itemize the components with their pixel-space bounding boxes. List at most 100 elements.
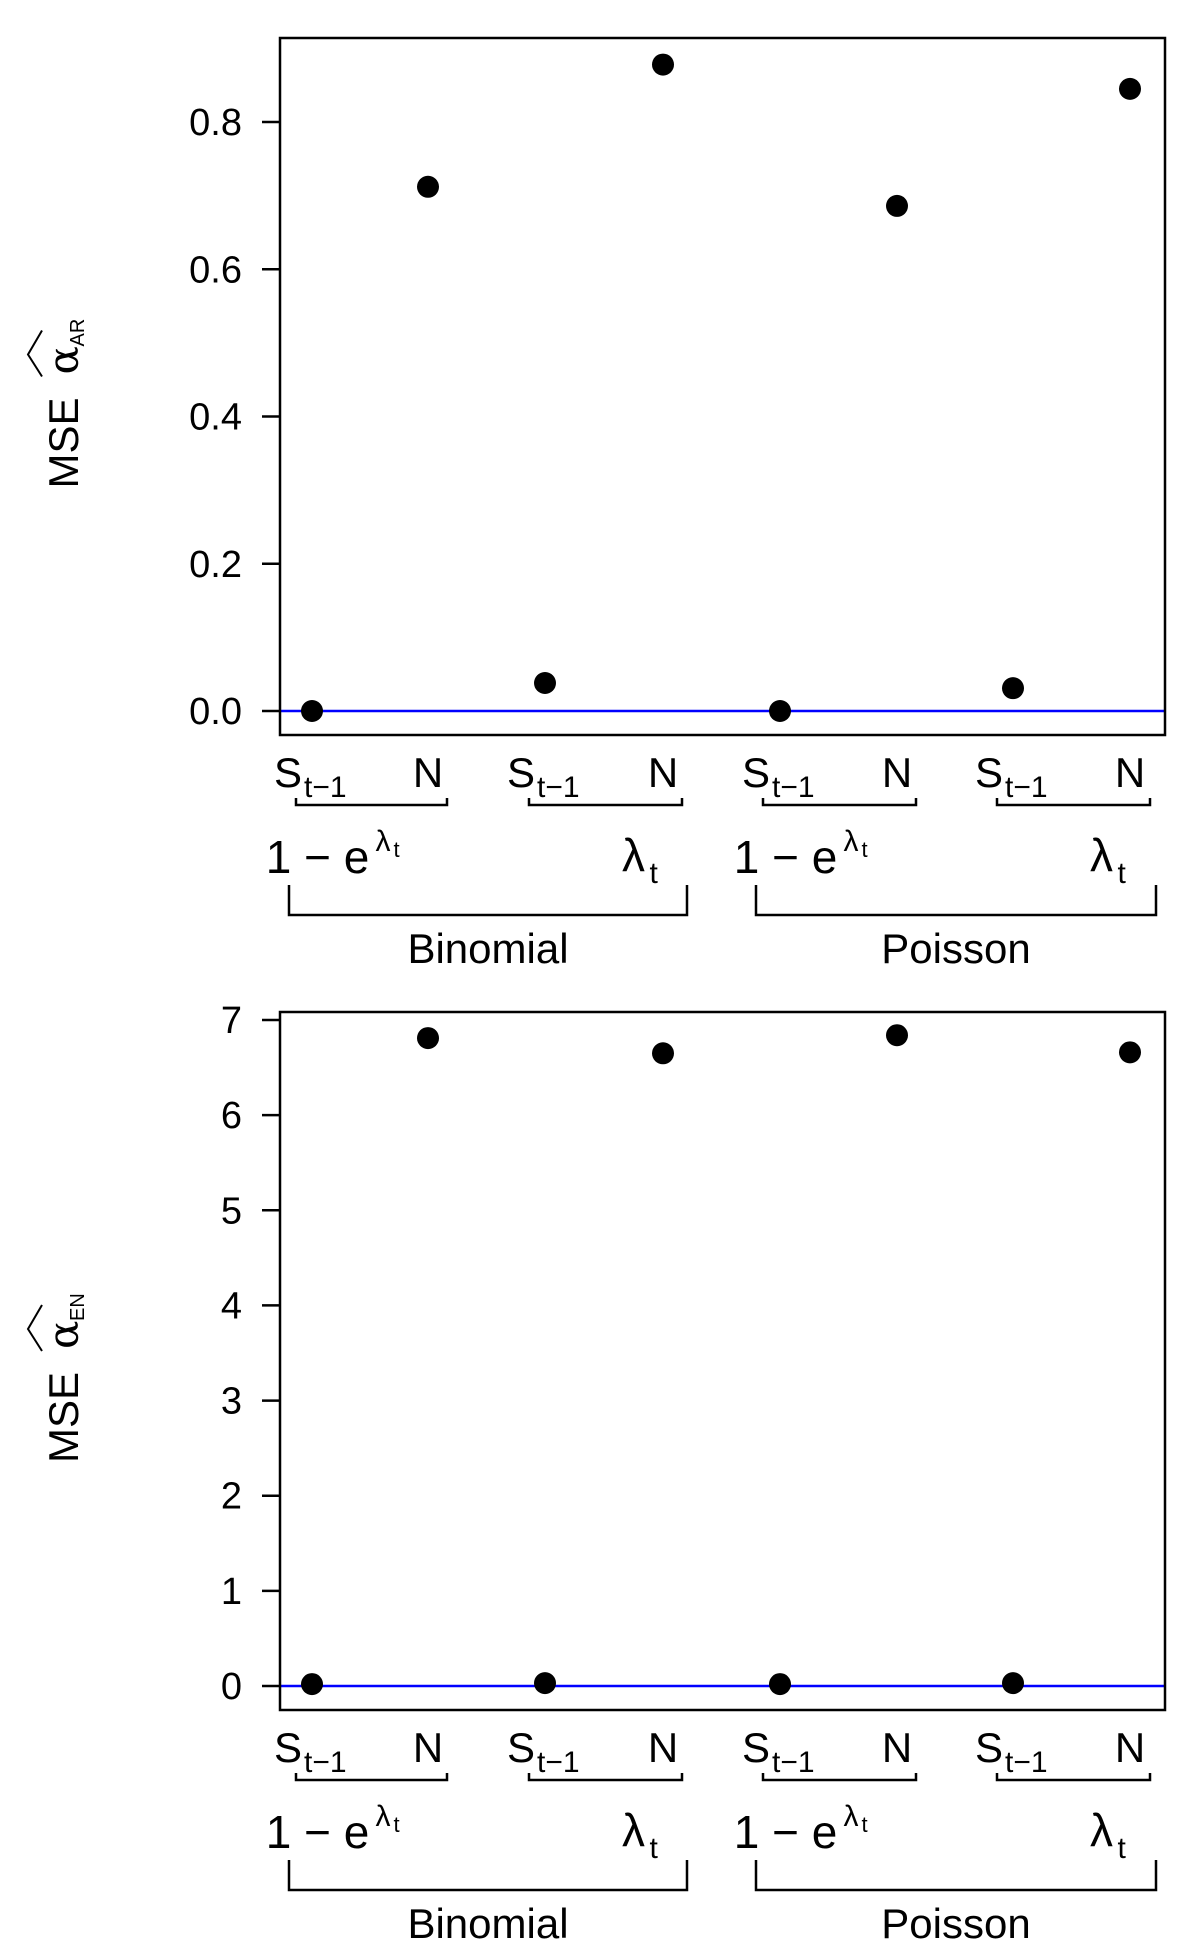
y-axis-label-subscript: AR <box>67 319 89 347</box>
x-category-label: S <box>975 1724 1003 1771</box>
data-point <box>1002 1672 1024 1695</box>
data-point <box>301 700 323 722</box>
group-label: 1 − e <box>734 831 838 883</box>
group-label: λ <box>1090 829 1113 881</box>
group-label-superscript: λ <box>844 825 859 858</box>
group-label: λ <box>622 1804 645 1856</box>
group-bracket <box>761 798 918 807</box>
y-tick-label: 0.2 <box>189 544 242 586</box>
y-axis-label: MSE αAR <box>26 319 89 489</box>
group-bracket <box>527 798 684 807</box>
data-point <box>534 1672 556 1695</box>
group-bracket <box>294 798 449 807</box>
y-tick-label: 1 <box>221 1571 242 1613</box>
y-tick-label: 3 <box>221 1381 242 1423</box>
plot-frame <box>278 36 1167 737</box>
x-category-subscript: t−1 <box>304 771 347 804</box>
x-category-label: N <box>648 1724 678 1771</box>
group-label: λ <box>1090 1804 1113 1856</box>
hat-icon <box>26 329 43 378</box>
group-bracket <box>995 1773 1152 1782</box>
x-category-label: N <box>882 1724 912 1771</box>
y-tick-label: 0.6 <box>189 249 242 291</box>
data-point <box>652 53 674 76</box>
y-tick-label: 7 <box>221 1000 242 1042</box>
data-point <box>417 175 439 198</box>
family-bracket <box>754 885 1158 917</box>
data-point <box>1119 1041 1141 1064</box>
data-point <box>769 700 791 722</box>
x-category-subscript: t−1 <box>1005 771 1048 804</box>
y-tick-label: 5 <box>221 1190 242 1232</box>
y-tick-label: 0.0 <box>189 691 242 733</box>
x-category-subscript: t−1 <box>537 1746 580 1779</box>
group-label-subscript: t <box>650 857 659 890</box>
group-label-superscript-subscript: t <box>862 1812 868 1837</box>
family-label: Poisson <box>881 925 1030 972</box>
group-label-superscript: λ <box>376 825 391 858</box>
x-category-label: S <box>742 749 770 796</box>
family-bracket <box>754 1860 1158 1892</box>
group-label-subscript: t <box>1118 1832 1127 1865</box>
x-category-label: N <box>648 749 678 796</box>
y-axis-label-prefix: MSE <box>40 1372 87 1463</box>
family-bracket <box>287 1860 689 1892</box>
x-category-label: S <box>507 749 535 796</box>
hat-icon <box>26 1304 43 1352</box>
y-tick-label: 0 <box>221 1666 242 1708</box>
family-bracket <box>287 885 689 917</box>
family-label: Poisson <box>881 1900 1030 1947</box>
family-label: Binomial <box>407 925 568 972</box>
x-category-label: N <box>413 749 443 796</box>
x-category-subscript: t−1 <box>1005 1746 1048 1779</box>
y-axis-label-subscript: EN <box>67 1293 89 1321</box>
x-category-subscript: t−1 <box>772 1746 815 1779</box>
x-category-label: S <box>274 1724 302 1771</box>
data-point <box>769 1673 791 1696</box>
group-bracket <box>294 1773 449 1782</box>
y-tick-label: 2 <box>221 1476 242 1518</box>
x-category-label: N <box>413 1724 443 1771</box>
data-point <box>886 194 908 217</box>
data-point <box>886 1024 908 1047</box>
data-point <box>652 1042 674 1065</box>
y-tick-label: 6 <box>221 1095 242 1137</box>
group-label-superscript-subscript: t <box>394 1812 400 1837</box>
plot-frame <box>278 1010 1167 1712</box>
group-label-superscript: λ <box>376 1800 391 1833</box>
group-bracket <box>995 798 1152 807</box>
x-category-subscript: t−1 <box>304 1746 347 1779</box>
group-label-subscript: t <box>1118 857 1127 890</box>
y-axis-label: MSE αEN <box>26 1293 89 1463</box>
data-point <box>534 672 556 695</box>
x-category-label: S <box>975 749 1003 796</box>
group-bracket <box>527 1773 684 1782</box>
x-category-label: S <box>274 749 302 796</box>
x-category-label: S <box>507 1724 535 1771</box>
x-category-label: N <box>1115 749 1145 796</box>
group-label: 1 − e <box>266 831 370 883</box>
group-label: λ <box>622 829 645 881</box>
y-axis-label-symbol: α <box>39 346 88 374</box>
data-point <box>1002 677 1024 700</box>
group-label-superscript: λ <box>844 1800 859 1833</box>
data-point <box>301 1673 323 1696</box>
group-label-subscript: t <box>650 1832 659 1865</box>
group-bracket <box>761 1773 918 1782</box>
y-tick-label: 0.4 <box>189 397 242 439</box>
y-axis-label-prefix: MSE <box>40 397 87 488</box>
y-axis-label-symbol: α <box>39 1321 88 1349</box>
group-label-superscript-subscript: t <box>394 837 400 862</box>
x-category-label: N <box>882 749 912 796</box>
x-category-subscript: t−1 <box>772 771 815 804</box>
y-tick-label: 0.8 <box>189 102 242 144</box>
group-label: 1 − e <box>266 1806 370 1858</box>
data-point <box>1119 77 1141 100</box>
x-category-label: S <box>742 1724 770 1771</box>
y-tick-label: 4 <box>221 1285 242 1327</box>
family-label: Binomial <box>407 1900 568 1947</box>
x-category-subscript: t−1 <box>537 771 580 804</box>
